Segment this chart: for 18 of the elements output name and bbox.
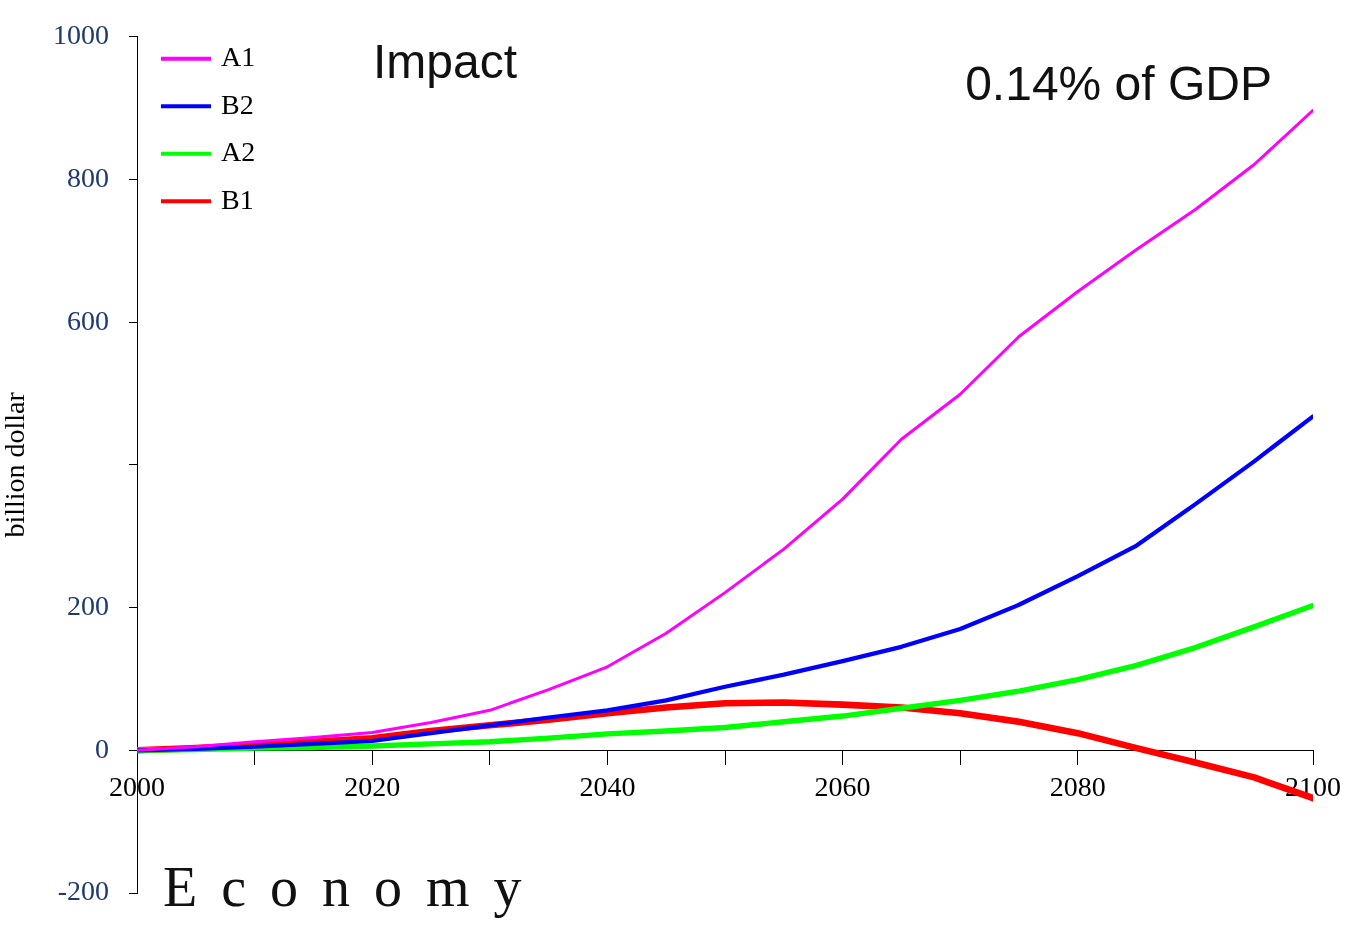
legend-label: B2 — [221, 88, 254, 120]
y-tick-label: 600 — [67, 304, 109, 336]
legend-label: A1 — [221, 41, 256, 73]
x-tick-label: 2080 — [1049, 771, 1106, 803]
y-axis-title: billion dollar — [0, 391, 31, 538]
legend-label: A2 — [221, 136, 256, 168]
annotation: Impact — [373, 35, 518, 88]
y-tick-label: 800 — [67, 161, 109, 193]
y-tick-label: -200 — [57, 875, 109, 907]
y-tick-label: 0 — [95, 732, 109, 764]
x-tick-label: 2040 — [579, 771, 636, 803]
y-tick-label: 1000 — [53, 19, 109, 51]
legend-label: B1 — [221, 183, 254, 215]
y-tick-label: 200 — [67, 589, 109, 621]
x-tick-label: 2060 — [814, 771, 871, 803]
annotation: Economy — [163, 856, 546, 918]
annotation: 0.14% of GDP — [965, 57, 1272, 110]
x-tick-label: 2020 — [344, 771, 401, 803]
